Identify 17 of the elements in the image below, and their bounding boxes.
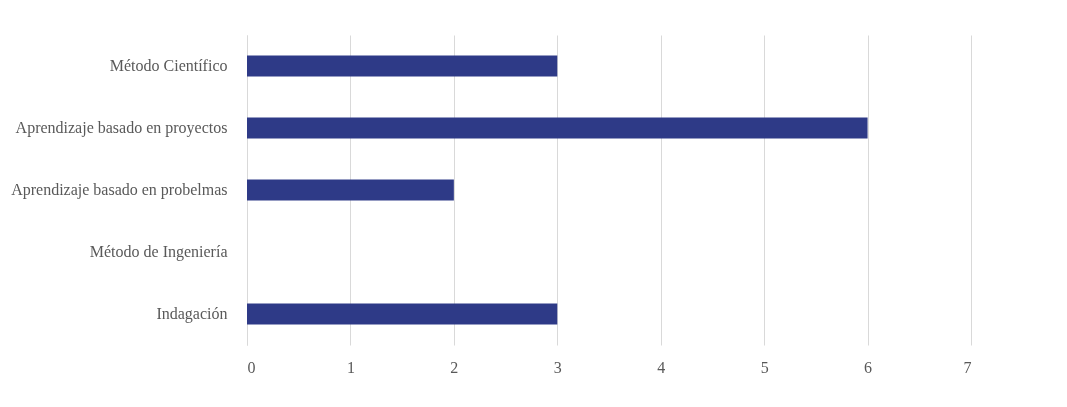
bar: [247, 303, 558, 325]
y-tick-label: Aprendizaje basado en probelmas: [11, 181, 228, 199]
x-tick-label: 0: [247, 358, 256, 376]
x-tick-label: 6: [864, 358, 873, 376]
y-tick-label: Indagación: [156, 305, 228, 323]
y-tick-label: Método de Ingeniería: [89, 243, 228, 261]
y-tick-label: Aprendizaje basado en proyectos: [15, 119, 228, 137]
x-tick-label: 3: [553, 358, 562, 376]
bar: [247, 117, 868, 139]
x-tick-label: 1: [346, 358, 355, 376]
y-tick-label: Método Científico: [109, 57, 228, 74]
x-tick-label: 7: [963, 358, 972, 376]
bar: [247, 179, 454, 201]
bar: [247, 55, 558, 77]
x-tick-label: 2: [450, 358, 459, 376]
x-tick-label: 5: [760, 358, 769, 376]
x-tick-label: 4: [657, 358, 666, 376]
